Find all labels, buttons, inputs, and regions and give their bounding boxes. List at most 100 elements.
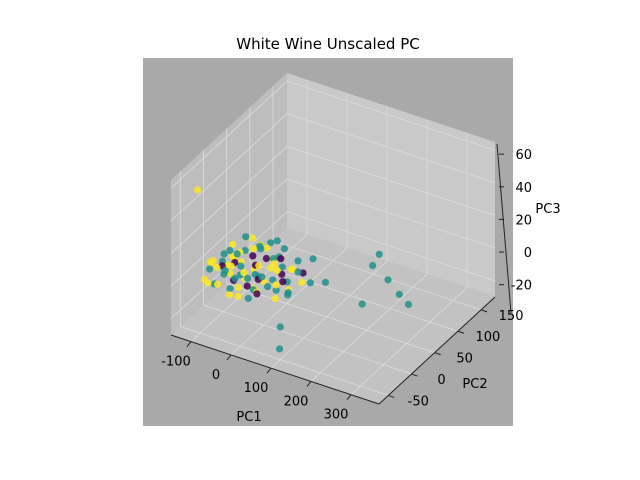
grid-line-y-floor [203, 304, 412, 375]
y-tick-label: 0 [437, 373, 445, 388]
grid-line-x-floor [310, 274, 428, 382]
grid-line-x-floor [270, 260, 388, 369]
data-point [244, 294, 252, 302]
data-point [321, 278, 329, 286]
grid-line-z-back [286, 80, 496, 151]
grid-line-z-left [170, 80, 288, 189]
data-point [269, 255, 277, 263]
data-point [276, 323, 284, 331]
grid-lines [170, 79, 496, 396]
x-tick-label: 200 [284, 394, 309, 409]
grid-line-z-back [286, 113, 496, 184]
data-point [294, 257, 302, 265]
grid-line-y-floor [180, 326, 389, 396]
y-tick-label: 150 [499, 309, 524, 324]
z-axis-line [496, 143, 512, 314]
data-point [298, 278, 306, 287]
data-point [227, 262, 235, 270]
data-point [267, 264, 275, 272]
y-tick-label: 100 [475, 330, 500, 345]
data-point [284, 291, 292, 299]
data-point [194, 186, 202, 194]
data-point [257, 245, 265, 253]
data-point [264, 283, 272, 291]
data-point [358, 300, 366, 308]
data-point [248, 234, 256, 242]
data-point [306, 279, 314, 287]
data-point [233, 250, 241, 258]
data-point [231, 274, 239, 282]
data-point [234, 292, 242, 300]
grid-line-z-left [170, 146, 288, 254]
left-pane [171, 73, 287, 335]
data-point [404, 300, 412, 308]
x-axis-line [170, 334, 380, 405]
data-point [258, 273, 266, 281]
data-point [235, 283, 243, 291]
data-point [213, 263, 221, 272]
back-pane [287, 73, 495, 297]
y-tick-mark [388, 394, 395, 398]
data-point [395, 290, 403, 298]
grid-line-x-floor [350, 287, 468, 396]
data-point [226, 285, 234, 293]
grid-line-z-back [286, 178, 496, 249]
data-point [237, 262, 245, 270]
x-tick-mark [226, 354, 232, 361]
axis-lines [170, 143, 512, 405]
data-point [279, 278, 287, 286]
x-tick-label: -100 [161, 355, 191, 370]
x-tick-mark [186, 341, 192, 347]
data-point [272, 281, 280, 289]
data-point [278, 263, 286, 271]
x-tick-label: 300 [324, 408, 349, 423]
grid-line-z-left [170, 178, 288, 287]
data-point [289, 265, 297, 273]
data-point [226, 246, 234, 255]
y-tick-label: 50 [456, 352, 473, 367]
data-point [226, 291, 234, 299]
data-point [253, 290, 261, 298]
data-point [242, 233, 250, 241]
data-point [244, 274, 252, 282]
grid-line-y-floor [226, 283, 435, 354]
data-point [271, 295, 279, 303]
y-tick-label: -50 [408, 394, 429, 409]
z-tick-label: 20 [515, 213, 532, 228]
grid-line-y-floor [272, 240, 482, 311]
x-tick-mark [346, 394, 352, 401]
data-point [309, 255, 317, 263]
data-point [243, 282, 251, 290]
z-tick-label: 60 [515, 148, 532, 163]
data-point [262, 254, 270, 263]
data-point [229, 240, 237, 248]
y-tick-mark [434, 352, 441, 356]
x-axis-label: PC1 [236, 410, 261, 425]
data-point [214, 280, 222, 288]
y-axis-label: PC2 [462, 377, 487, 392]
data-point [294, 268, 302, 276]
data-point [267, 239, 275, 247]
grid-line-z-back [286, 146, 496, 216]
data-point [384, 276, 392, 284]
chart-title: White Wine Unscaled PC [236, 35, 420, 53]
data-point [255, 262, 263, 270]
grid-line-x-floor [230, 247, 348, 356]
x-tick-label: 100 [244, 381, 269, 396]
x-tick-mark [306, 381, 312, 387]
data-point [220, 250, 228, 258]
y-tick-mark [411, 373, 418, 377]
data-point [240, 269, 248, 277]
data-point [276, 345, 284, 353]
data-point [273, 266, 281, 274]
floor-pane [171, 228, 495, 404]
y-axis-line [378, 296, 496, 405]
grid-line-z-left [170, 113, 288, 222]
data-point [375, 250, 383, 258]
x-tick-mark [266, 367, 272, 374]
data-point [263, 244, 271, 252]
z-axis-label: PC3 [535, 202, 560, 217]
data-point [273, 237, 281, 245]
